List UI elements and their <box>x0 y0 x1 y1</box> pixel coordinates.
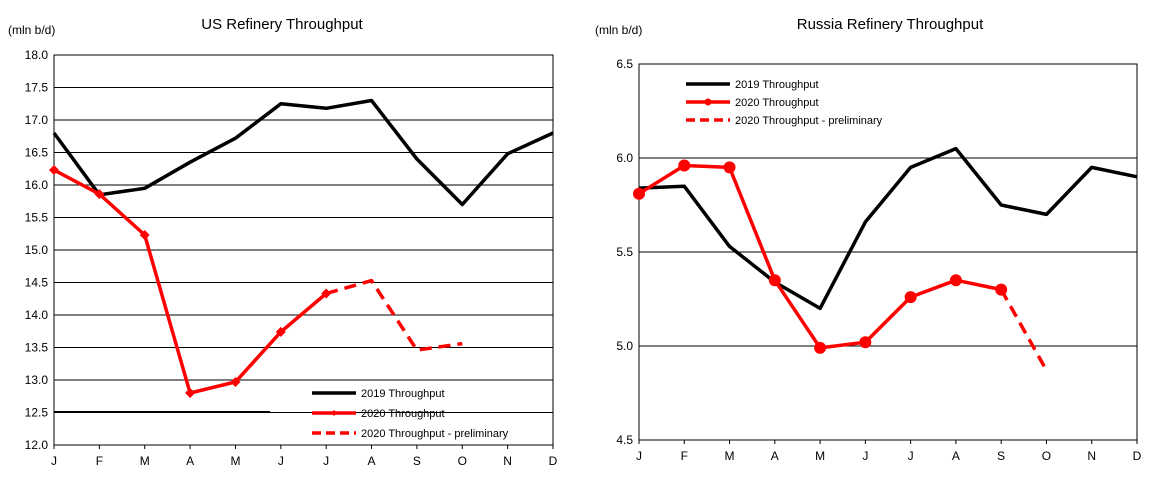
series-line-1 <box>52 98 554 207</box>
chart-title: US Refinery Throughput <box>201 16 363 33</box>
y-axis-unit-label: (mln b/d) <box>595 23 642 37</box>
y-tick-label: 18.0 <box>25 48 49 62</box>
x-tick-label: F <box>681 449 688 463</box>
data-point-marker <box>814 341 827 354</box>
x-tick-label: D <box>549 454 558 468</box>
y-tick-label: 5.0 <box>616 339 633 353</box>
plot-area-border <box>53 54 554 446</box>
data-point-marker <box>678 159 691 172</box>
legend-label: 2019 Throughput <box>735 79 819 91</box>
legend-marker <box>331 410 337 416</box>
data-point-marker <box>723 161 736 174</box>
x-tick-label: J <box>51 454 57 468</box>
x-tick-label: M <box>725 449 735 463</box>
data-point-marker <box>275 326 286 337</box>
series-line-1 <box>638 146 1138 311</box>
series-line-3 <box>999 288 1049 372</box>
data-point-marker <box>139 230 150 241</box>
y-tick-label: 15.5 <box>25 211 49 225</box>
x-tick-label: M <box>230 454 240 468</box>
legend-label: 2020 Throughput <box>735 97 819 109</box>
x-tick-label: D <box>1133 449 1142 463</box>
y-tick-label: 16.5 <box>25 146 49 160</box>
legend-label: 2019 Throughput <box>361 388 445 400</box>
x-tick-label: J <box>323 454 329 468</box>
y-tick-label: 14.0 <box>25 308 49 322</box>
x-tick-label: J <box>862 449 868 463</box>
y-tick-label: 16.0 <box>25 178 49 192</box>
x-tick-label: S <box>413 454 421 468</box>
russia-refinery-chart: Russia Refinery Throughput (mln b/d) 4.5… <box>595 16 1142 463</box>
y-tick-label: 13.0 <box>25 373 49 387</box>
y-tick-label: 6.0 <box>616 151 633 165</box>
x-tick-label: O <box>458 454 467 468</box>
series-line-3 <box>325 278 463 352</box>
y-tick-label: 17.0 <box>25 113 49 127</box>
x-tick-label: O <box>1042 449 1051 463</box>
y-tick-label: 15.0 <box>25 243 49 257</box>
y-tick-label: 13.5 <box>25 341 49 355</box>
y-tick-label: 14.5 <box>25 276 49 290</box>
x-tick-label: A <box>186 454 194 468</box>
data-point-marker <box>230 376 241 387</box>
data-point-marker <box>768 274 781 287</box>
data-point-marker <box>859 336 872 349</box>
x-tick-label: N <box>503 454 512 468</box>
us-refinery-chart: US Refinery Throughput (mln b/d) 12.0 12.… <box>8 16 558 468</box>
chart-title: Russia Refinery Throughput <box>797 16 984 33</box>
x-tick-label: A <box>771 449 779 463</box>
y-axis-unit-label: (mln b/d) <box>8 23 55 37</box>
series-line-2 <box>638 163 1002 350</box>
data-point-marker <box>49 165 59 176</box>
x-tick-label: S <box>997 449 1005 463</box>
data-point-marker <box>185 388 196 398</box>
data-point-marker <box>94 189 105 200</box>
data-point-marker <box>904 291 917 304</box>
y-tick-label: 4.5 <box>616 433 633 447</box>
x-tick-label: F <box>96 454 103 468</box>
y-tick-label: 6.5 <box>616 57 633 71</box>
legend-label: 2020 Throughput - preliminary <box>735 115 883 127</box>
data-point-marker <box>633 187 645 200</box>
data-point-marker <box>949 274 962 287</box>
x-tick-label: N <box>1087 449 1096 463</box>
y-tick-label: 17.5 <box>25 81 49 95</box>
x-tick-label: J <box>278 454 284 468</box>
legend-label: 2020 Throughput - preliminary <box>361 428 509 440</box>
legend-label: 2020 Throughput <box>361 408 445 420</box>
y-tick-label: 5.5 <box>616 245 633 259</box>
series-line-2 <box>53 168 328 395</box>
x-tick-label: J <box>908 449 914 463</box>
legend-marker <box>704 98 712 106</box>
x-tick-label: M <box>140 454 150 468</box>
y-tick-label: 12.5 <box>25 406 49 420</box>
plot-area-border <box>638 63 1138 441</box>
x-tick-label: A <box>368 454 376 468</box>
x-tick-label: M <box>815 449 825 463</box>
x-tick-label: J <box>636 449 642 463</box>
x-tick-label: A <box>952 449 960 463</box>
y-tick-label: 12.0 <box>25 438 49 452</box>
